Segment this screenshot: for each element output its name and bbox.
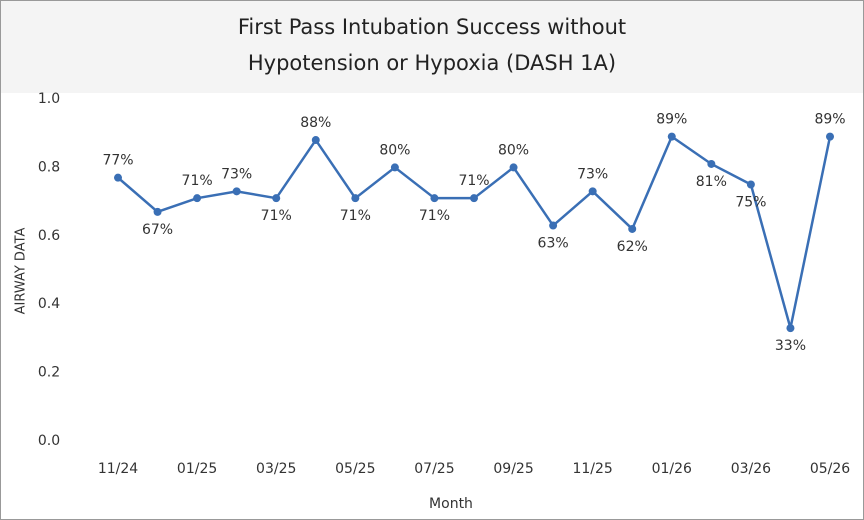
data-label: 71% xyxy=(261,208,292,224)
y-tick-label: 1.0 xyxy=(38,91,60,107)
data-label: 81% xyxy=(696,174,727,190)
y-tick-label: 0.6 xyxy=(38,228,60,244)
data-label: 71% xyxy=(419,208,450,224)
x-tick-label: 01/25 xyxy=(177,461,217,477)
data-point xyxy=(667,132,676,141)
x-tick-label: 03/26 xyxy=(731,461,771,477)
data-label: 62% xyxy=(617,239,648,255)
data-point xyxy=(746,180,755,189)
data-label: 71% xyxy=(458,173,489,189)
data-point xyxy=(311,136,320,145)
y-tick-label: 0.2 xyxy=(38,365,60,381)
chart-title: First Pass Intubation Success without Hy… xyxy=(237,15,627,75)
data-point xyxy=(588,187,597,196)
x-tick-label: 11/24 xyxy=(98,461,138,477)
data-label: 71% xyxy=(182,173,213,189)
x-tick-label: 11/25 xyxy=(572,461,612,477)
data-label: 80% xyxy=(379,142,410,158)
x-tick-label: 05/26 xyxy=(810,461,850,477)
data-point xyxy=(193,194,202,203)
y-axis-label: AIRWAY DATA xyxy=(14,227,29,314)
x-tick-label: 05/25 xyxy=(335,461,375,477)
y-tick-label: 0.8 xyxy=(38,159,60,175)
data-point xyxy=(470,194,478,203)
data-point xyxy=(826,132,834,141)
x-tick-label: 01/26 xyxy=(652,461,692,477)
data-label: 73% xyxy=(221,166,252,182)
y-tick-label: 0.0 xyxy=(38,433,60,449)
x-tick-label: 03/25 xyxy=(256,461,296,477)
data-point xyxy=(232,187,241,196)
data-point xyxy=(549,221,558,230)
data-label: 71% xyxy=(340,208,371,224)
data-point xyxy=(707,159,716,168)
data-label: 80% xyxy=(498,142,529,158)
header-band xyxy=(1,1,863,93)
data-point xyxy=(390,163,399,172)
x-tick-label: 09/25 xyxy=(493,461,533,477)
data-point xyxy=(153,207,162,216)
data-label: 77% xyxy=(102,153,133,169)
data-point xyxy=(351,194,360,203)
data-label: 89% xyxy=(656,112,687,128)
x-tick-label: 07/25 xyxy=(414,461,454,477)
data-point xyxy=(786,324,795,333)
data-point xyxy=(430,194,439,203)
y-tick-label: 0.4 xyxy=(38,296,60,312)
data-label: 33% xyxy=(775,338,806,354)
data-label: 73% xyxy=(577,166,608,182)
data-label: 89% xyxy=(814,112,845,128)
data-label: 63% xyxy=(538,236,569,252)
data-label: 75% xyxy=(735,195,766,211)
data-point xyxy=(272,194,281,203)
data-point xyxy=(114,173,122,182)
data-point xyxy=(509,163,518,172)
data-label: 88% xyxy=(300,115,331,131)
x-axis-label: Month xyxy=(429,496,473,512)
data-label: 67% xyxy=(142,222,173,238)
data-point xyxy=(628,224,637,233)
